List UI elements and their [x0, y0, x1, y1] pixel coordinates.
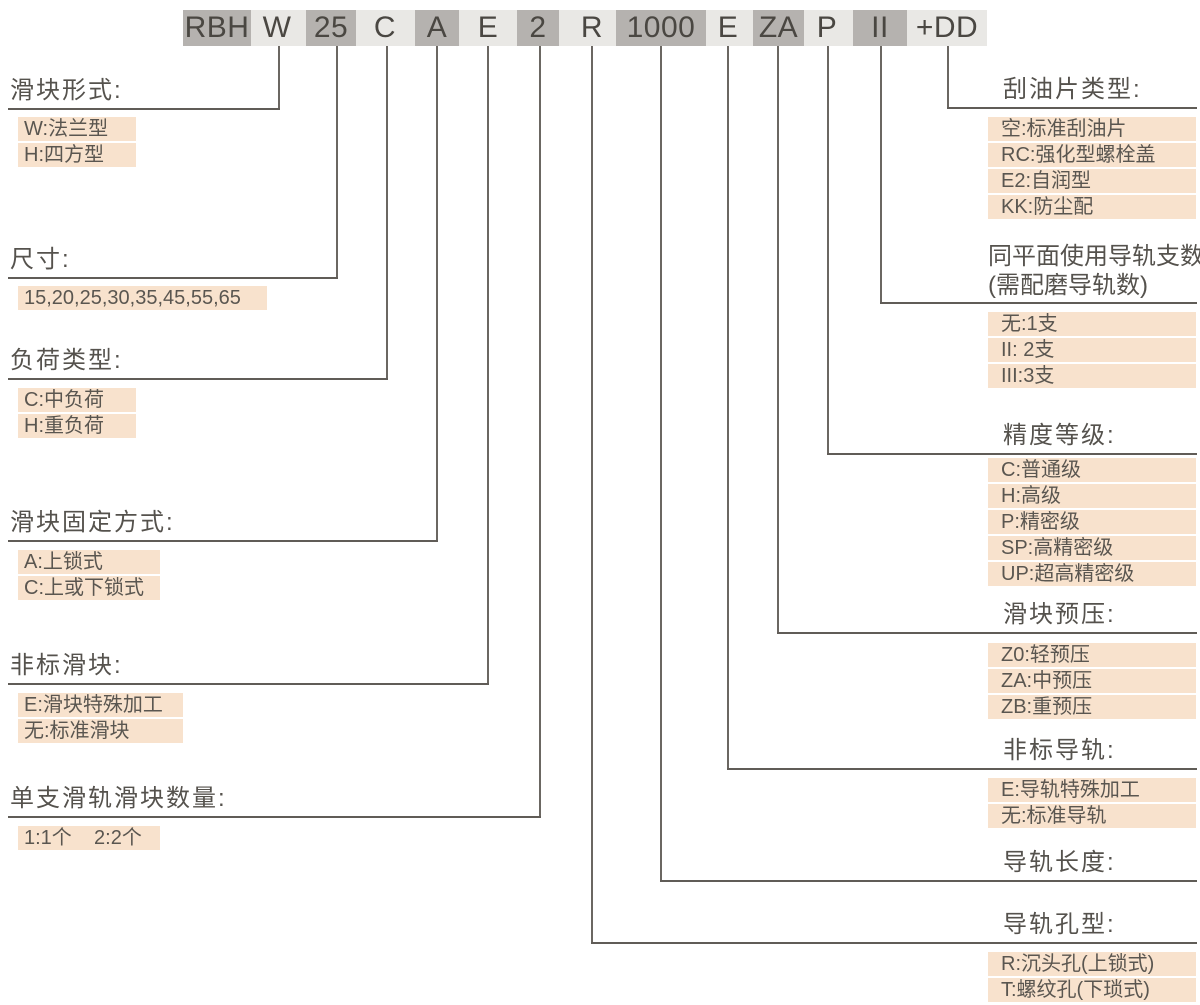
connector-vertical-a [436, 46, 438, 542]
connector-vertical-25 [336, 46, 338, 279]
options-nonstd-rail: E:导轨特殊加工 无:标准导轨 [988, 778, 1196, 830]
label-size: 尺寸: [10, 246, 71, 273]
underline-slider-form [8, 108, 280, 110]
option-item: C:中负荷 [18, 388, 136, 412]
option-item: P:精密级 [988, 510, 1196, 534]
option-item: T:螺纹孔(下琐式) [988, 978, 1196, 1002]
option-item: A:上锁式 [18, 550, 160, 574]
code-segment-ii: II [853, 10, 907, 46]
option-item: RC:强化型螺栓盖 [988, 143, 1196, 167]
underline-precision [827, 453, 1197, 455]
option-item: 无:标准滑块 [18, 719, 183, 743]
label-rail-count: 同平面使用导轨支数 (需配磨导轨数) [988, 242, 1200, 300]
option-item: E2:自润型 [988, 169, 1196, 193]
label-rail-length: 导轨长度: [1003, 849, 1116, 876]
connector-vertical-ii [880, 46, 882, 304]
code-segment-p: P [816, 11, 838, 44]
connector-vertical-2 [539, 46, 541, 818]
connector-vertical-dd [947, 46, 949, 109]
options-rail-hole: R:沉头孔(上锁式) T:螺纹孔(下琐式) [988, 952, 1196, 1004]
options-load-type: C:中负荷 H:重负荷 [18, 388, 136, 440]
connector-vertical-1000 [660, 46, 662, 882]
option-item: 15,20,25,30,35,45,55,65 [18, 286, 267, 310]
code-segment-e: E [477, 11, 499, 44]
option-item: KK:防尘配 [988, 195, 1196, 219]
label-slider-form: 滑块形式: [10, 77, 123, 104]
option-item: C:普通级 [988, 458, 1196, 482]
underline-size [8, 277, 338, 279]
label-nonstd-rail: 非标导轨: [1003, 737, 1116, 764]
code-segment-1000: 1000 [616, 10, 706, 46]
code-segment-za: ZA [753, 10, 804, 46]
options-wiper-type: 空:标准刮油片 RC:强化型螺栓盖 E2:自润型 KK:防尘配 [988, 117, 1196, 221]
option-item: W:法兰型 [18, 117, 136, 141]
code-segment-rbh: RBH [183, 10, 251, 46]
label-rail-count-line1: 同平面使用导轨支数 [988, 243, 1200, 270]
connector-vertical-e2 [727, 46, 729, 770]
connector-vertical-e [487, 46, 489, 685]
label-rail-hole: 导轨孔型: [1003, 911, 1116, 938]
option-item: 无:1支 [988, 312, 1196, 336]
code-segment-e2: E [717, 11, 739, 44]
underline-rail-count [880, 302, 1197, 304]
option-item: ZA:中预压 [988, 669, 1196, 693]
label-wiper-type: 刮油片类型: [1003, 76, 1142, 103]
options-rail-count: 无:1支 II: 2支 III:3支 [988, 312, 1196, 390]
connector-vertical-w [278, 46, 280, 110]
options-preload: Z0:轻预压 ZA:中预压 ZB:重预压 [988, 643, 1196, 721]
options-slider-form: W:法兰型 H:四方型 [18, 117, 136, 169]
option-item: H:四方型 [18, 143, 136, 167]
connector-vertical-p [827, 46, 829, 455]
option-item: E:滑块特殊加工 [18, 693, 183, 717]
underline-fixing-method [8, 540, 438, 542]
label-preload: 滑块预压: [1003, 601, 1116, 628]
label-rail-count-line2: (需配磨导轨数) [988, 272, 1148, 299]
underline-wiper-type [947, 107, 1197, 109]
option-item: UP:超高精密级 [988, 562, 1196, 586]
code-segment-c: C [373, 11, 397, 44]
option-item: R:沉头孔(上锁式) [988, 952, 1196, 976]
options-precision: C:普通级 H:高级 P:精密级 SP:高精密级 UP:超高精密级 [988, 458, 1196, 588]
code-segment-a: A [415, 10, 459, 46]
code-segment-w: W [262, 11, 292, 44]
option-item: III:3支 [988, 364, 1196, 388]
code-segment-25: 25 [306, 10, 356, 46]
label-nonstd-slider: 非标滑块: [10, 652, 123, 679]
options-size: 15,20,25,30,35,45,55,65 [18, 286, 267, 312]
option-item: 无:标准导轨 [988, 804, 1196, 828]
underline-rail-length [660, 880, 1197, 882]
label-load-type: 负荷类型: [10, 347, 123, 374]
option-item: H:高级 [988, 484, 1196, 508]
option-item: SP:高精密级 [988, 536, 1196, 560]
option-item: H:重负荷 [18, 414, 136, 438]
label-slider-count: 单支滑轨滑块数量: [10, 785, 227, 812]
underline-nonstd-rail [727, 768, 1197, 770]
option-item: C:上或下锁式 [18, 576, 160, 600]
underline-nonstd-slider [8, 683, 489, 685]
code-segment-dd: +DD [915, 11, 979, 44]
code-segment-r: R [580, 11, 604, 44]
option-item: 1:1个 2:2个 [18, 826, 160, 850]
connector-vertical-r [591, 46, 593, 944]
label-fixing-method: 滑块固定方式: [10, 509, 175, 536]
option-item: 空:标准刮油片 [988, 117, 1196, 141]
label-precision: 精度等级: [1003, 422, 1116, 449]
underline-rail-hole [591, 942, 1197, 944]
options-fixing-method: A:上锁式 C:上或下锁式 [18, 550, 160, 602]
connector-vertical-za [777, 46, 779, 634]
connector-vertical-c [386, 46, 388, 380]
option-item: ZB:重预压 [988, 695, 1196, 719]
underline-preload [777, 632, 1197, 634]
option-item: Z0:轻预压 [988, 643, 1196, 667]
options-nonstd-slider: E:滑块特殊加工 无:标准滑块 [18, 693, 183, 745]
option-item: E:导轨特殊加工 [988, 778, 1196, 802]
option-item: II: 2支 [988, 338, 1196, 362]
underline-load-type [8, 378, 388, 380]
code-segment-2: 2 [517, 10, 559, 46]
underline-slider-count [8, 816, 541, 818]
options-slider-count: 1:1个 2:2个 [18, 826, 160, 852]
